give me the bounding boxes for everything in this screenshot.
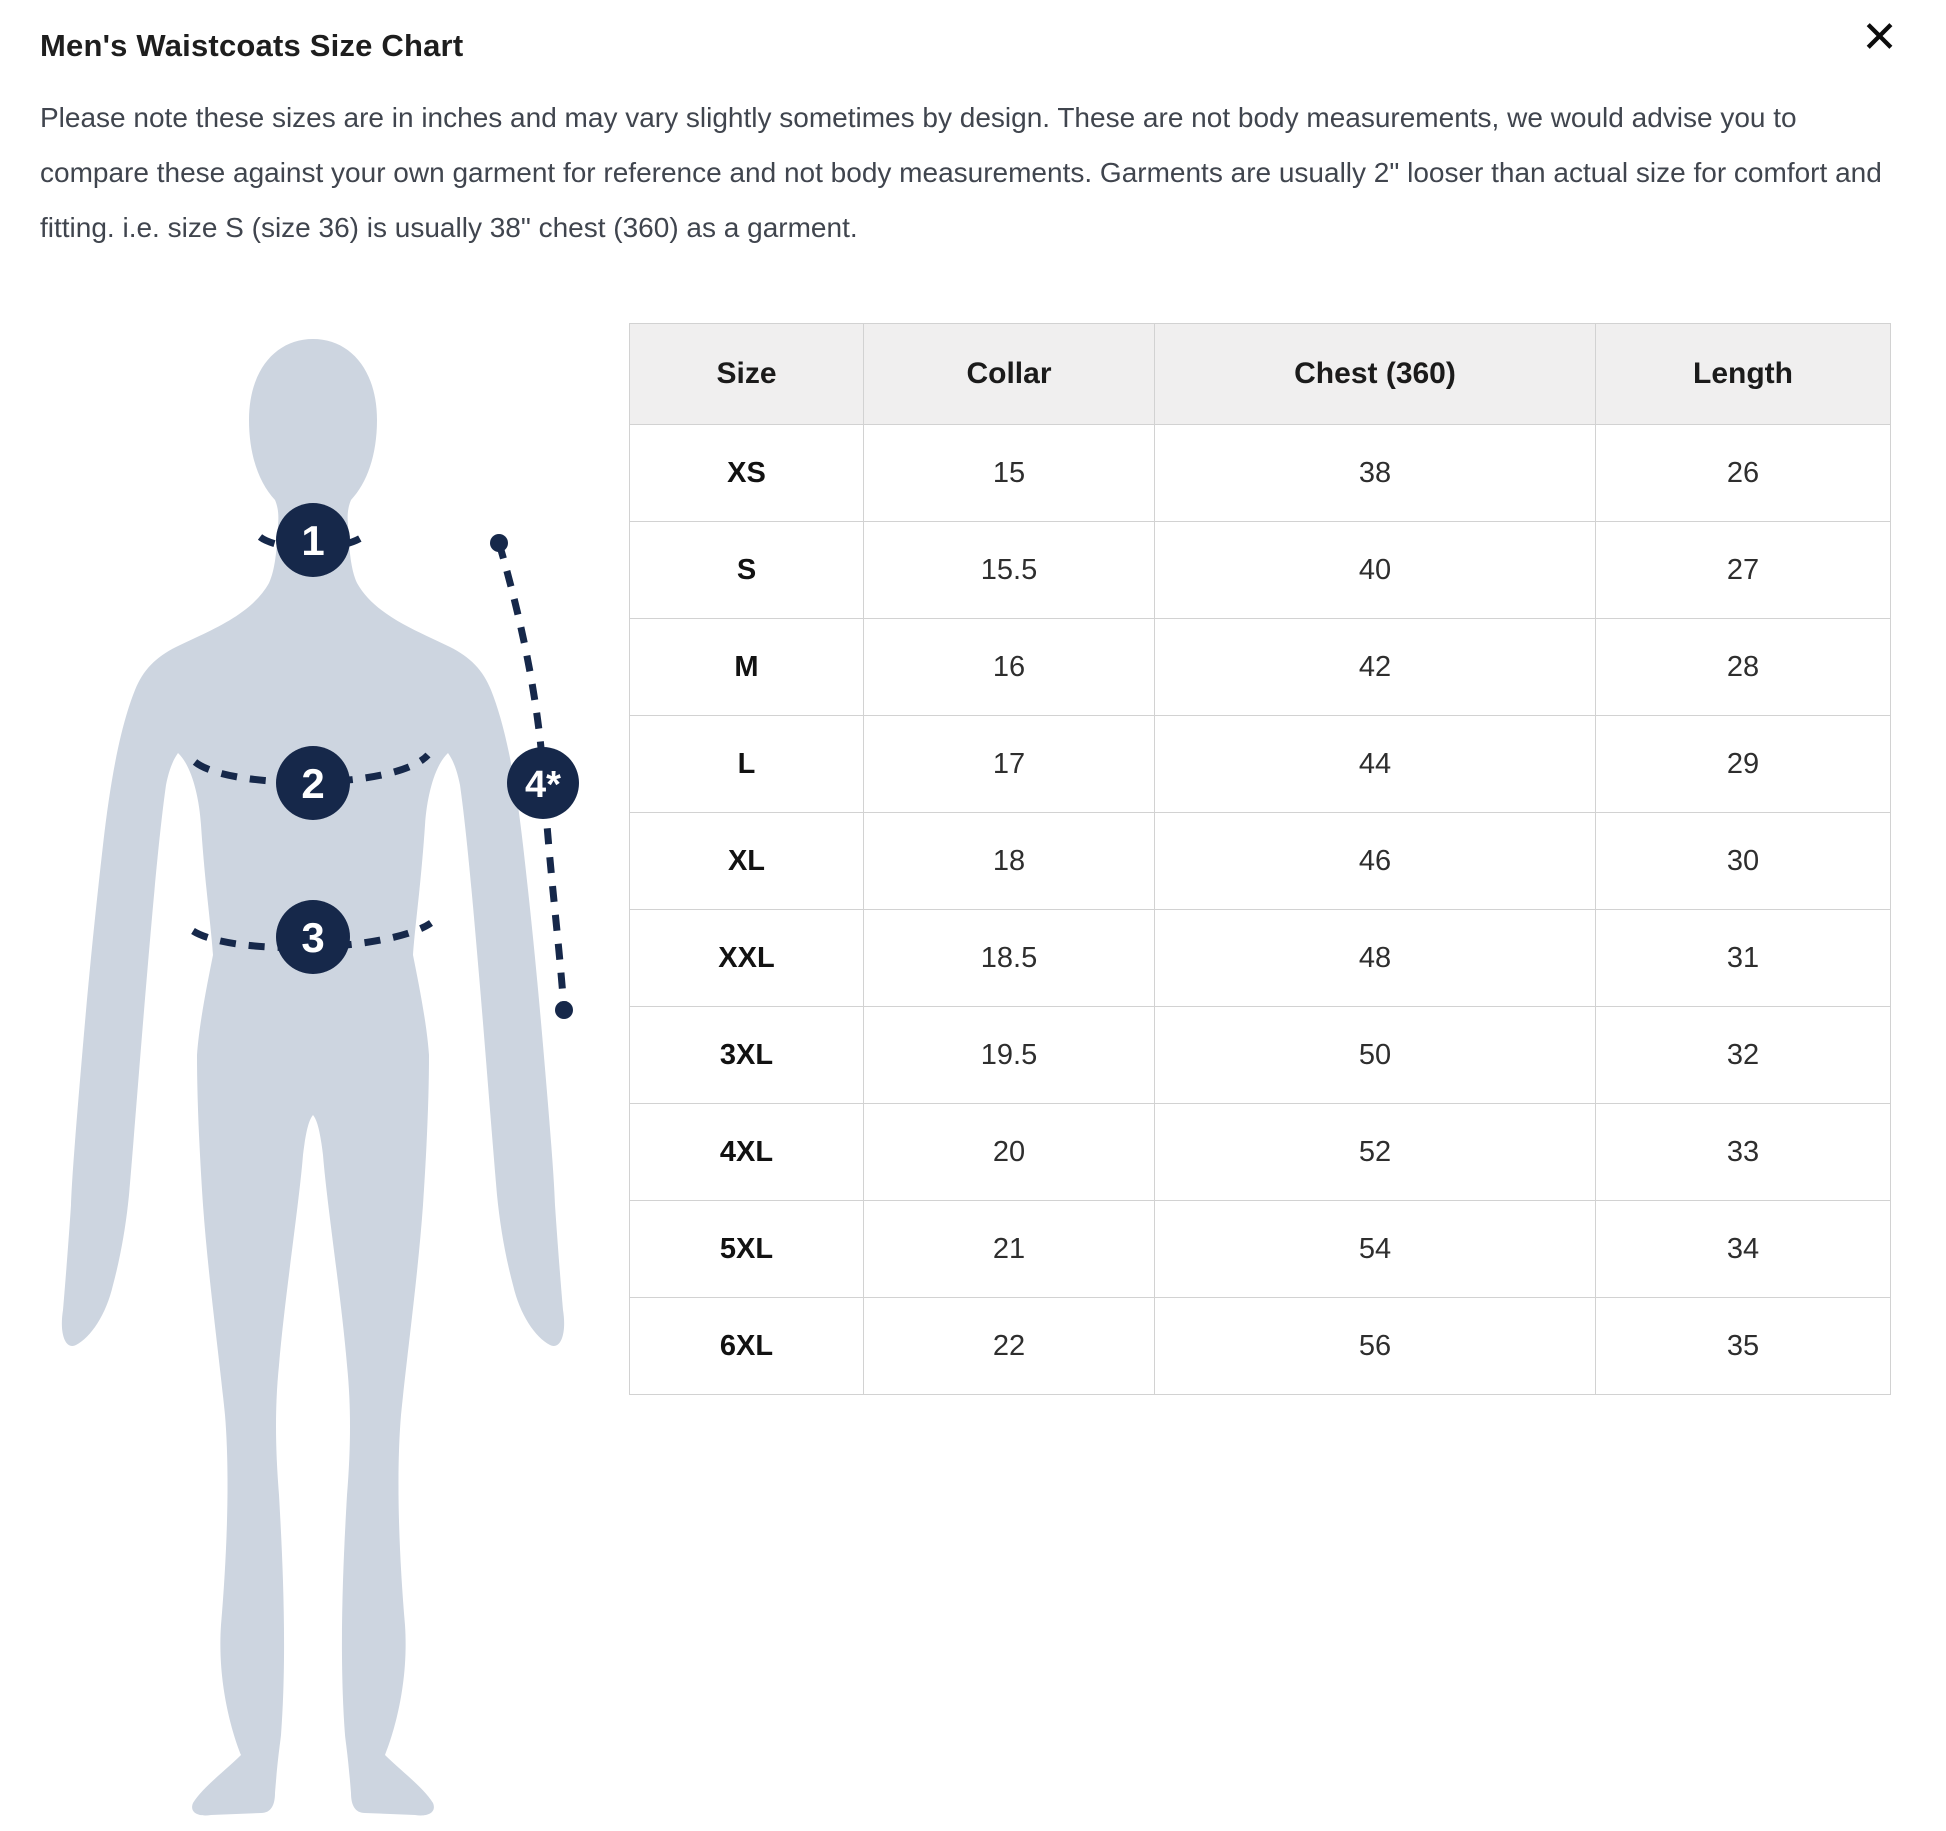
value-cell: 33 xyxy=(1595,1103,1891,1201)
value-cell: 18 xyxy=(863,812,1155,910)
size-cell: 5XL xyxy=(629,1200,864,1298)
value-cell: 19.5 xyxy=(863,1006,1155,1104)
value-cell: 32 xyxy=(1595,1006,1891,1104)
value-cell: 40 xyxy=(1154,521,1596,619)
value-cell: 50 xyxy=(1154,1006,1596,1104)
modal-title: Men's Waistcoats Size Chart xyxy=(40,28,464,63)
close-icon: ✕ xyxy=(1861,12,1898,63)
value-cell: 27 xyxy=(1595,521,1891,619)
table-row: XXL 18.5 48 31 xyxy=(629,909,1891,1007)
marker-2-badge xyxy=(276,746,350,820)
sleeve-line-top-dot xyxy=(490,534,508,552)
marker-4-badge xyxy=(507,747,579,819)
table-row: 6XL 22 56 35 xyxy=(629,1297,1891,1395)
marker-2-label: 2 xyxy=(301,760,324,807)
marker-1-label: 1 xyxy=(301,517,324,564)
table-row: L 17 44 29 xyxy=(629,715,1891,813)
value-cell: 46 xyxy=(1154,812,1596,910)
value-cell: 30 xyxy=(1595,812,1891,910)
value-cell: 42 xyxy=(1154,618,1596,716)
size-chart-table: Size Collar Chest (360) Length XS 15 38 26 S… xyxy=(629,323,1891,1395)
table-row: 4XL 20 52 33 xyxy=(629,1103,1891,1201)
value-cell: 16 xyxy=(863,618,1155,716)
value-cell: 15.5 xyxy=(863,521,1155,619)
value-cell: 34 xyxy=(1595,1200,1891,1298)
value-cell: 21 xyxy=(863,1200,1155,1298)
value-cell: 38 xyxy=(1154,424,1596,522)
marker-1-badge xyxy=(276,503,350,577)
value-cell: 28 xyxy=(1595,618,1891,716)
value-cell: 52 xyxy=(1154,1103,1596,1201)
table-row: 5XL 21 54 34 xyxy=(629,1200,1891,1298)
size-cell: L xyxy=(629,715,864,813)
value-cell: 48 xyxy=(1154,909,1596,1007)
value-cell: 20 xyxy=(863,1103,1155,1201)
table-row: XL 18 46 30 xyxy=(629,812,1891,910)
column-header-collar: Collar xyxy=(863,323,1155,425)
size-note-text: Please note these sizes are in inches an… xyxy=(40,102,1882,243)
table-header-row: Size Collar Chest (360) Length xyxy=(629,323,1891,425)
marker-3-badge xyxy=(276,900,350,974)
size-cell: M xyxy=(629,618,864,716)
size-cell: XXL xyxy=(629,909,864,1007)
value-cell: 54 xyxy=(1154,1200,1596,1298)
size-cell: XL xyxy=(629,812,864,910)
column-header-chest: Chest (360) xyxy=(1154,323,1596,425)
column-header-length: Length xyxy=(1595,323,1891,425)
table-row: M 16 42 28 xyxy=(629,618,1891,716)
value-cell: 18.5 xyxy=(863,909,1155,1007)
marker-3-label: 3 xyxy=(301,914,324,961)
size-cell: S xyxy=(629,521,864,619)
marker-4-label: 4* xyxy=(525,764,561,806)
sleeve-line-bottom-dot xyxy=(555,1001,573,1019)
body-measurement-diagram: 1 2 3 4* xyxy=(61,339,579,1816)
size-table-body: XS 15 38 26 S 15.5 40 27 M 16 42 28 L 17 44 29 XL 18 46 30 X… xyxy=(629,424,1891,1395)
value-cell: 17 xyxy=(863,715,1155,813)
value-cell: 29 xyxy=(1595,715,1891,813)
collar-measure-line xyxy=(257,532,368,552)
value-cell: 56 xyxy=(1154,1297,1596,1395)
value-cell: 26 xyxy=(1595,424,1891,522)
size-cell: 6XL xyxy=(629,1297,864,1395)
table-row: 3XL 19.5 50 32 xyxy=(629,1006,1891,1104)
table-row: S 15.5 40 27 xyxy=(629,521,1891,619)
value-cell: 31 xyxy=(1595,909,1891,1007)
close-button[interactable]: ✕ xyxy=(1861,16,1898,60)
body-silhouette xyxy=(61,339,565,1816)
size-cell: XS xyxy=(629,424,864,522)
table-row: XS 15 38 26 xyxy=(629,424,1891,522)
size-cell: 3XL xyxy=(629,1006,864,1104)
size-cell: 4XL xyxy=(629,1103,864,1201)
value-cell: 15 xyxy=(863,424,1155,522)
value-cell: 22 xyxy=(863,1297,1155,1395)
column-header-size: Size xyxy=(629,323,864,425)
value-cell: 35 xyxy=(1595,1297,1891,1395)
value-cell: 44 xyxy=(1154,715,1596,813)
